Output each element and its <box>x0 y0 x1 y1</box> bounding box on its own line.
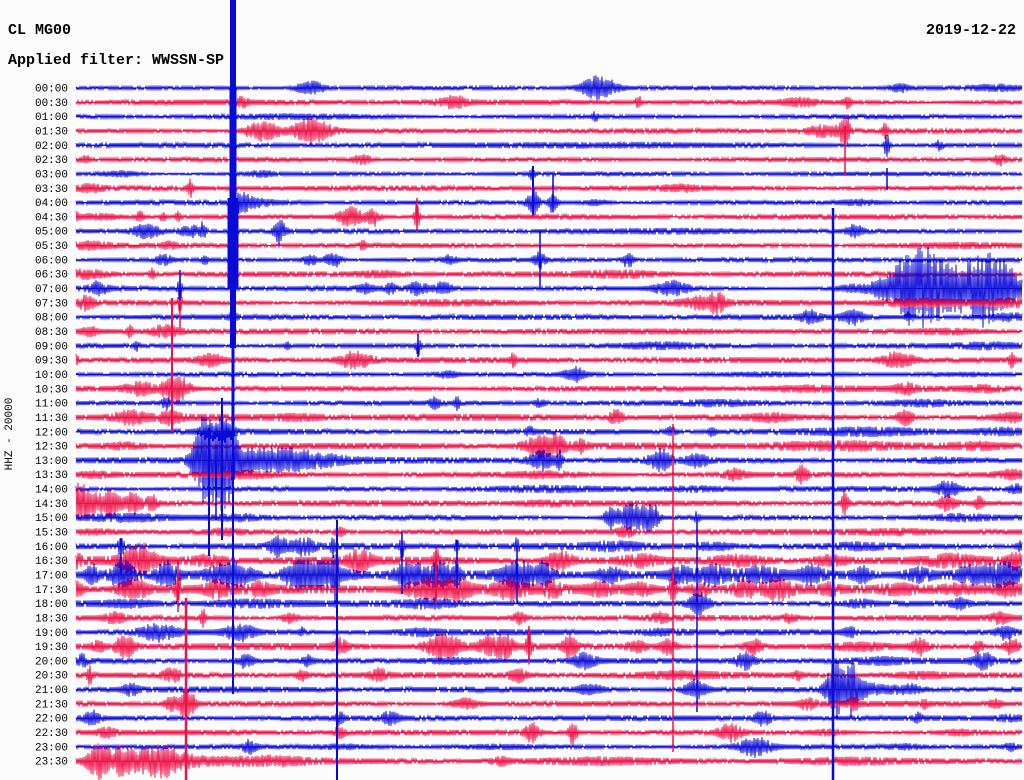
time-label: 16:00 <box>35 542 68 554</box>
trace-02:30 <box>75 154 1023 167</box>
time-label: 20:30 <box>35 671 68 683</box>
trace-10:30 <box>75 375 1023 404</box>
trace-11:00 <box>75 396 1023 412</box>
time-label: 06:00 <box>35 255 68 267</box>
trace-22:30 <box>75 722 1023 745</box>
time-label: 06:30 <box>35 270 68 282</box>
time-label: 17:00 <box>35 571 68 583</box>
time-label: 11:00 <box>35 399 68 411</box>
time-label: 23:30 <box>35 757 68 769</box>
time-label: 15:30 <box>35 528 68 540</box>
trace-02:00 <box>75 134 1023 158</box>
time-label: 00:30 <box>35 98 68 110</box>
time-label: 18:00 <box>35 599 68 611</box>
time-label: 22:00 <box>35 714 68 726</box>
time-label: 00:00 <box>35 84 68 96</box>
trace-22:00 <box>75 709 1023 727</box>
trace-19:00 <box>75 622 1023 643</box>
time-label: 10:00 <box>35 370 68 382</box>
applied-filter-label: Applied filter: WWSSN-SP <box>8 52 225 69</box>
time-label: 08:30 <box>35 327 68 339</box>
time-label: 17:30 <box>35 585 68 597</box>
time-label: 14:30 <box>35 499 68 511</box>
time-label: 01:00 <box>35 112 68 124</box>
time-label: 18:30 <box>35 614 68 626</box>
time-label: 03:30 <box>35 184 68 196</box>
trace-05:00 <box>75 219 1023 246</box>
date-label: 2019-12-22 <box>925 22 1016 39</box>
trace-23:00 <box>75 737 1023 758</box>
time-label: 21:30 <box>35 699 68 711</box>
time-label: 12:00 <box>35 427 68 439</box>
time-label: 11:30 <box>35 413 68 425</box>
time-label: 21:00 <box>35 685 68 697</box>
time-label: 13:30 <box>35 470 68 482</box>
time-label: 07:30 <box>35 298 68 310</box>
time-label: 03:00 <box>35 169 68 181</box>
time-label: 19:00 <box>35 628 68 640</box>
time-label: 10:30 <box>35 384 68 396</box>
time-label: 01:30 <box>35 127 68 139</box>
time-label: 12:30 <box>35 442 68 454</box>
time-label: 09:30 <box>35 356 68 368</box>
time-label: 16:30 <box>35 556 68 568</box>
time-label: 23:00 <box>35 742 68 754</box>
trace-21:30 <box>75 688 1023 718</box>
station-label: CL MG00 <box>8 22 72 39</box>
time-label: 20:00 <box>35 656 68 668</box>
time-label: 19:30 <box>35 642 68 654</box>
time-label: 22:30 <box>35 728 68 740</box>
time-label: 04:30 <box>35 212 68 224</box>
time-label: 14:00 <box>35 485 68 497</box>
time-label: 13:00 <box>35 456 68 468</box>
trace-09:00 <box>75 338 1023 356</box>
time-label: 08:00 <box>35 313 68 325</box>
time-label: 02:30 <box>35 155 68 167</box>
y-axis-label: HHZ - 20000 <box>4 398 16 471</box>
time-label: 02:00 <box>35 141 68 153</box>
time-label: 05:30 <box>35 241 68 253</box>
time-label: 04:00 <box>35 198 68 210</box>
time-label: 07:00 <box>35 284 68 296</box>
trace-23:30 <box>75 743 1023 780</box>
time-label: 09:00 <box>35 341 68 353</box>
time-label: 05:00 <box>35 227 68 239</box>
time-label: 15:00 <box>35 513 68 525</box>
